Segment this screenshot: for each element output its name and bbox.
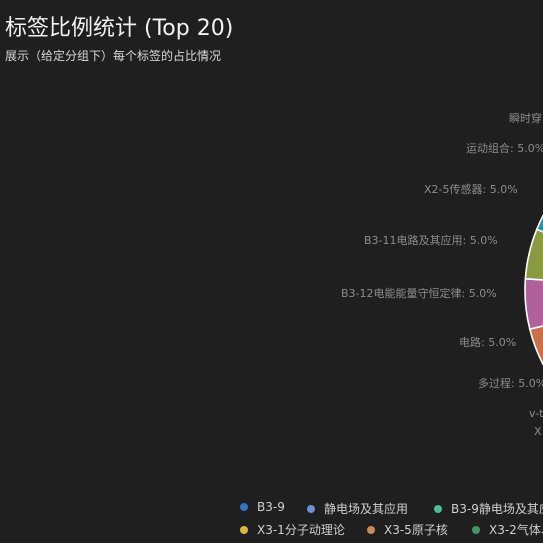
slice-label: B3-11电路及其应用: 5.0% (364, 233, 498, 247)
legend-label: 静电场及其应用 (324, 502, 409, 516)
legend-color-dot (434, 504, 442, 513)
legend-color-dot (307, 504, 315, 513)
pie-slice[interactable] (524, 277, 543, 331)
legend-color-dot (240, 525, 248, 534)
legend-color-dot (367, 525, 375, 534)
legend-label: X3-5原子核 (384, 523, 448, 537)
legend-item[interactable]: 静电场及其应用 (307, 500, 408, 517)
legend-item[interactable]: X3-1分子动理论 (240, 521, 345, 538)
legend-label: X3-2气体、 (489, 523, 543, 537)
slice-label: v-t (529, 407, 543, 420)
slice-label: X (534, 425, 542, 438)
legend-item[interactable]: X3-5原子核 (367, 521, 448, 538)
legend-item[interactable]: X3-2气体、 (472, 521, 543, 538)
chart-subtitle: 展示（给定分组下）每个标签的占比情况 (5, 49, 222, 63)
legend-item[interactable]: B3-9 (240, 500, 285, 514)
legend-label: B3-9 (257, 500, 285, 514)
pie-slice[interactable] (535, 186, 543, 290)
slice-label: X2-5传感器: 5.0% (424, 183, 518, 196)
legend-label: B3-9静电场及其应 (451, 502, 543, 516)
legend-color-dot (240, 503, 248, 511)
slice-label: 多过程: 5.0% (478, 376, 543, 390)
slice-label: 运动组合: 5.0% (466, 141, 543, 155)
legend-item[interactable]: B3-9静电场及其应 (434, 500, 543, 517)
legend-color-dot (472, 525, 480, 534)
slice-label: 电路: 5.0% (459, 336, 516, 349)
slice-label: 瞬时穿 (509, 111, 542, 125)
slice-label: B3-12电能能量守恒定律: 5.0% (341, 286, 497, 300)
legend-label: X3-1分子动理论 (257, 523, 345, 537)
chart-title: 标签比例统计 (Top 20) (5, 16, 234, 41)
